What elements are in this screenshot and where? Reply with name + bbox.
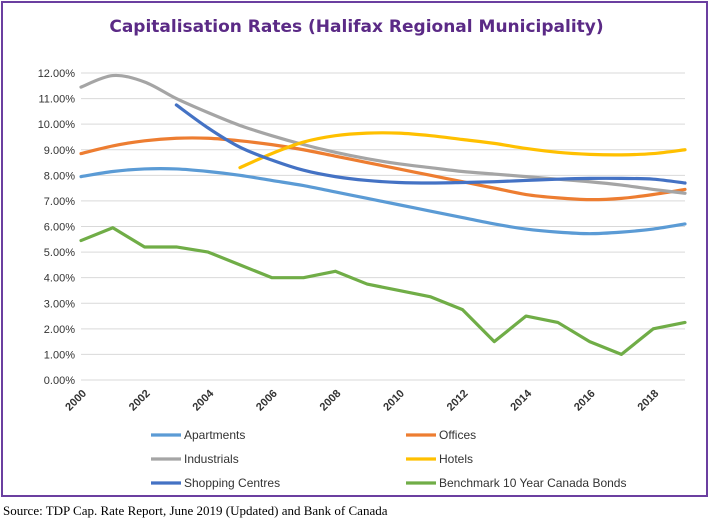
- legend-label: Hotels: [439, 452, 473, 466]
- series-line-5: [79, 226, 687, 357]
- y-tick-label: 10.00%: [38, 119, 76, 131]
- legend-label: Apartments: [184, 428, 245, 442]
- x-tick-label: 2008: [318, 388, 344, 414]
- y-tick-label: 1.00%: [44, 349, 75, 361]
- y-tick-label: 6.00%: [44, 222, 75, 234]
- x-tick-label: 2016: [572, 388, 598, 414]
- series-line-4: [174, 103, 687, 185]
- y-tick-label: 12.00%: [38, 68, 76, 80]
- y-tick-label: 11.00%: [39, 94, 76, 106]
- y-tick-label: 0.00%: [44, 375, 75, 387]
- series-line-3: [238, 131, 687, 170]
- x-tick-label: 2014: [508, 387, 534, 413]
- legend-label: Industrials: [184, 452, 239, 466]
- y-tick-label: 9.00%: [44, 145, 75, 157]
- legend-label: Shopping Centres: [184, 476, 280, 490]
- legend-label: Benchmark 10 Year Canada Bonds: [439, 476, 626, 490]
- y-tick-label: 5.00%: [44, 247, 75, 259]
- x-tick-label: 2000: [63, 388, 89, 414]
- y-tick-label: 2.00%: [44, 324, 75, 336]
- series-line-0: [79, 167, 687, 236]
- x-tick-label: 2006: [254, 388, 280, 414]
- y-tick-label: 4.00%: [44, 273, 75, 285]
- x-tick-label: 2012: [445, 388, 471, 414]
- chart-frame: Capitalisation Rates (Halifax Regional M…: [1, 1, 708, 497]
- x-tick-label: 2004: [190, 387, 216, 413]
- x-tick-label: 2010: [381, 388, 407, 414]
- source-note: Source: TDP Cap. Rate Report, June 2019 …: [3, 503, 388, 518]
- legend-label: Offices: [439, 428, 476, 442]
- chart-title: Capitalisation Rates (Halifax Regional M…: [109, 17, 604, 37]
- y-tick-label: 8.00%: [44, 170, 75, 182]
- y-tick-label: 3.00%: [44, 298, 75, 310]
- y-tick-label: 7.00%: [44, 196, 75, 208]
- x-tick-label: 2002: [127, 388, 153, 414]
- series-line-2: [79, 73, 687, 195]
- series-line-1: [79, 136, 687, 202]
- chart-canvas: 0.00% 1.00% 2.00% 3.00% 4.00% 5.00% 6.00% 7.00%…: [38, 68, 687, 490]
- x-tick-label: 2018: [636, 388, 662, 414]
